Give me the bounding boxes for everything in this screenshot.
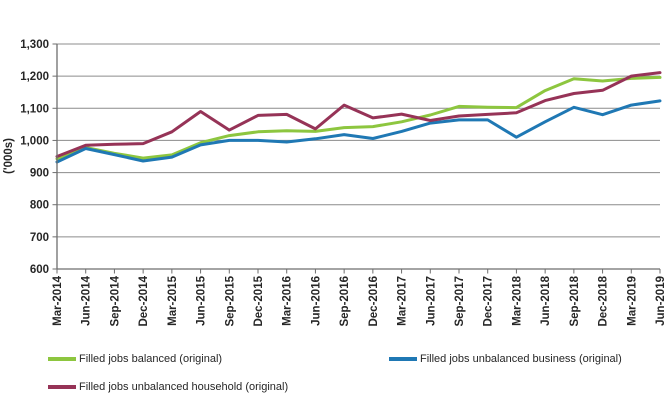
x-tick-label-5: Jun-2015 — [196, 275, 208, 325]
x-axis-labels: Mar-2014 Jun-2014 Sep-2014 Dec-2014 Mar-2015… — [52, 275, 667, 326]
y-tick-label-1000: 1,000 — [20, 135, 49, 147]
legend-label-unbalanced-business: Filled jobs unbalanced business (origina… — [420, 353, 622, 365]
x-tick-label-8: Mar-2016 — [282, 276, 294, 326]
x-tick-label-19: Dec-2018 — [598, 275, 610, 326]
legend-swatch-balanced — [48, 357, 76, 361]
series-line-filled-jobs-unbalanced-business-original — [55, 99, 662, 164]
x-tick-label-16: Mar-2018 — [511, 275, 523, 325]
x-tick-label-6: Sep-2015 — [224, 275, 236, 326]
gridlines — [57, 43, 660, 238]
x-axis-ticks — [56, 269, 661, 274]
y-axis-labels: 600 700 800 900 1,000 1,100 1,200 1,300 — [20, 39, 49, 276]
legend-item-balanced: Filled jobs balanced (original) — [48, 353, 222, 365]
series-line-filled-jobs-unbalanced-household-original — [55, 71, 662, 158]
legend-swatch-unbalanced-household — [48, 385, 76, 389]
x-tick-label-1: Jun-2014 — [81, 275, 93, 325]
y-tick-label-1200: 1,200 — [20, 71, 49, 83]
x-tick-label-3: Dec-2014 — [138, 275, 150, 326]
series-line-filled-jobs-balanced-original — [55, 75, 662, 161]
legend-label-balanced: Filled jobs balanced (original) — [79, 353, 223, 365]
y-tick-label-600: 600 — [30, 264, 49, 276]
x-tick-label-13: Jun-2017 — [425, 276, 437, 326]
x-tick-label-10: Sep-2016 — [339, 276, 351, 327]
x-tick-label-9: Jun-2016 — [310, 276, 322, 326]
x-tick-label-17: Jun-2018 — [540, 275, 552, 325]
x-tick-label-0: Mar-2014 — [52, 275, 64, 325]
x-tick-label-14: Sep-2017 — [454, 276, 466, 327]
x-tick-label-21: Jun-2019 — [655, 276, 667, 326]
y-tick-label-900: 900 — [30, 168, 49, 180]
y-tick-label-800: 800 — [30, 200, 49, 212]
x-tick-label-11: Dec-2016 — [368, 276, 380, 327]
legend-item-unbalanced-business: Filled jobs unbalanced business (origina… — [389, 353, 622, 365]
x-tick-label-12: Mar-2017 — [397, 276, 409, 326]
y-tick-label-1300: 1,300 — [20, 39, 49, 51]
series-lines — [55, 71, 662, 164]
y-axis-ticks — [52, 43, 57, 270]
y-tick-label-700: 700 — [30, 232, 49, 244]
x-tick-label-7: Dec-2015 — [253, 275, 265, 326]
x-tick-label-20: Mar-2019 — [626, 276, 638, 326]
legend-item-unbalanced-household: Filled jobs unbalanced household (origin… — [48, 381, 288, 393]
legend-swatch-unbalanced-business — [389, 357, 417, 361]
x-tick-label-2: Sep-2014 — [109, 275, 121, 326]
x-tick-label-18: Sep-2018 — [569, 275, 581, 326]
x-tick-label-15: Dec-2017 — [483, 276, 495, 327]
legend-label-unbalanced-household: Filled jobs unbalanced household (origin… — [79, 381, 289, 393]
y-tick-label-1100: 1,100 — [20, 103, 49, 115]
x-tick-label-4: Mar-2015 — [167, 275, 179, 325]
y-axis-title: ('000s) — [3, 138, 15, 174]
